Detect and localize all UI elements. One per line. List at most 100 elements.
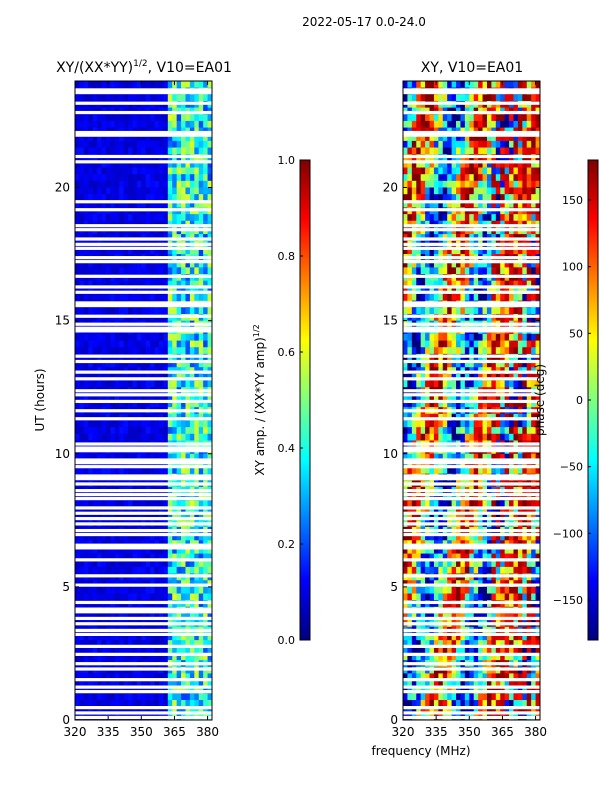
- heatmap-cell: [97, 594, 102, 601]
- heatmap-cell: [443, 174, 448, 181]
- heatmap-cell: [478, 168, 483, 175]
- heatmap-cell: [425, 141, 430, 148]
- heatmap-cell: [509, 121, 514, 128]
- heatmap-cell: [194, 427, 199, 434]
- heatmap-cell: [159, 587, 164, 594]
- heatmap-cell: [522, 148, 527, 155]
- heatmap-cell: [137, 114, 142, 121]
- heatmap-cell: [163, 114, 168, 121]
- heatmap-cell: [522, 141, 527, 148]
- heatmap-cell: [487, 267, 492, 274]
- heatmap-cell: [460, 334, 465, 341]
- heatmap-cell: [496, 334, 501, 341]
- flagged-row: [75, 711, 212, 714]
- heatmap-cell: [132, 267, 137, 274]
- heatmap-cell: [128, 594, 133, 601]
- heatmap-cell: [115, 587, 120, 594]
- heatmap-cell: [102, 121, 107, 128]
- heatmap-cell: [531, 347, 536, 354]
- heatmap-cell: [97, 347, 102, 354]
- heatmap-cell: [75, 381, 80, 388]
- heatmap-cell: [75, 693, 80, 700]
- heatmap-cell: [474, 341, 479, 348]
- heatmap-cell: [407, 341, 412, 348]
- heatmap-cell: [403, 334, 408, 341]
- x-tick-label: 350: [130, 725, 153, 739]
- heatmap-cell: [88, 188, 93, 195]
- flagged-row: [75, 653, 212, 656]
- heatmap-cell: [487, 148, 492, 155]
- heatmap-cell: [478, 148, 483, 155]
- heatmap-cell: [505, 168, 510, 175]
- heatmap-cell: [137, 427, 142, 434]
- heatmap-cell: [115, 168, 120, 175]
- heatmap-cell: [177, 334, 182, 341]
- heatmap-cell: [75, 94, 80, 101]
- flagged-row: [75, 529, 212, 532]
- heatmap-cell: [407, 188, 412, 195]
- heatmap-cell: [421, 181, 426, 188]
- heatmap-cell: [155, 334, 160, 341]
- heatmap-cell: [203, 114, 208, 121]
- heatmap-cell: [425, 427, 430, 434]
- heatmap-cell: [474, 420, 479, 427]
- heatmap-cell: [168, 307, 173, 314]
- heatmap-cell: [146, 693, 151, 700]
- flagged-row: [75, 442, 212, 445]
- heatmap-cell: [128, 334, 133, 341]
- heatmap-cell: [403, 341, 408, 348]
- heatmap-cell: [137, 307, 142, 314]
- heatmap-cell: [407, 148, 412, 155]
- heatmap-cell: [132, 214, 137, 221]
- heatmap-cell: [181, 594, 186, 601]
- heatmap-cell: [146, 174, 151, 181]
- heatmap-cell: [452, 381, 457, 388]
- heatmap-cell: [79, 141, 84, 148]
- heatmap-cell: [128, 347, 133, 354]
- heatmap-cell: [177, 427, 182, 434]
- heatmap-cell: [124, 347, 129, 354]
- heatmap-cell: [443, 334, 448, 341]
- heatmap-cell: [478, 81, 483, 88]
- heatmap-cell: [146, 341, 151, 348]
- heatmap-cell: [412, 114, 417, 121]
- heatmap-cell: [478, 434, 483, 441]
- heatmap-cell: [452, 427, 457, 434]
- heatmap-cell: [518, 334, 523, 341]
- heatmap-cell: [84, 307, 89, 314]
- heatmap-cell: [163, 567, 168, 574]
- heatmap-cell: [97, 427, 102, 434]
- heatmap-cell: [527, 334, 532, 341]
- heatmap-cell: [430, 294, 435, 301]
- heatmap-cell: [199, 693, 204, 700]
- heatmap-cell: [491, 420, 496, 427]
- heatmap-cell: [128, 427, 133, 434]
- heatmap-cell: [199, 81, 204, 88]
- heatmap-cell: [509, 341, 514, 348]
- heatmap-cell: [434, 174, 439, 181]
- heatmap-cell: [93, 267, 98, 274]
- heatmap-cell: [416, 307, 421, 314]
- heatmap-cell: [465, 114, 470, 121]
- heatmap-cell: [102, 168, 107, 175]
- heatmap-cell: [199, 307, 204, 314]
- heatmap-cell: [430, 141, 435, 148]
- heatmap-cell: [469, 168, 474, 175]
- flagged-row: [75, 88, 212, 91]
- heatmap-cell: [75, 81, 80, 88]
- heatmap-cell: [421, 168, 426, 175]
- heatmap-cell: [141, 307, 146, 314]
- heatmap-cell: [102, 420, 107, 427]
- heatmap-cell: [194, 148, 199, 155]
- heatmap-cell: [185, 141, 190, 148]
- heatmap-cell: [527, 341, 532, 348]
- heatmap-cell: [190, 181, 195, 188]
- heatmap-cell: [110, 94, 115, 101]
- heatmap-cell: [412, 434, 417, 441]
- heatmap-cell: [177, 567, 182, 574]
- heatmap-cell: [456, 148, 461, 155]
- heatmap-cell: [434, 307, 439, 314]
- heatmap-cell: [491, 307, 496, 314]
- heatmap-cell: [93, 347, 98, 354]
- heatmap-cell: [185, 341, 190, 348]
